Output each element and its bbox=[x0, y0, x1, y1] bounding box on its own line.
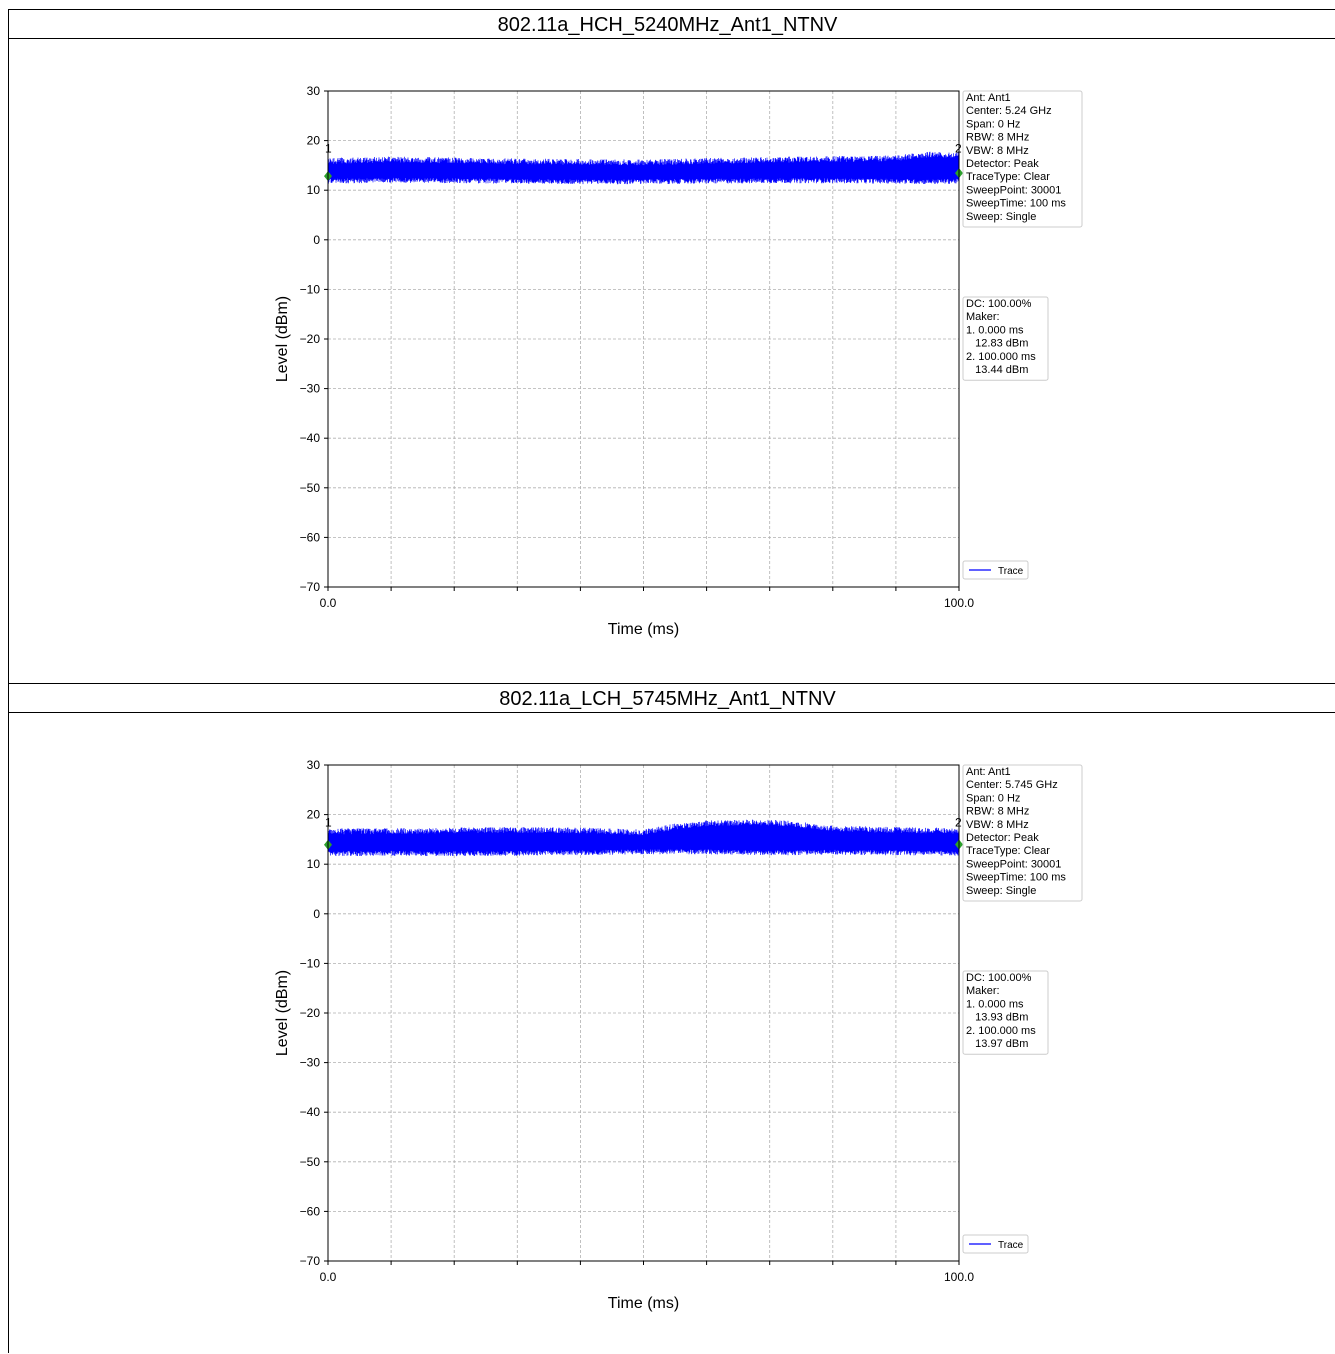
y-tick-label: −20 bbox=[300, 1006, 321, 1020]
y-tick-label: −70 bbox=[300, 1254, 321, 1268]
x-tick-label: 100.0 bbox=[944, 1270, 974, 1284]
marker-info-line: 1. 0.000 ms bbox=[966, 324, 1024, 336]
legend: Trace bbox=[962, 560, 1029, 580]
legend-frame bbox=[962, 1234, 1029, 1254]
y-tick-label: −10 bbox=[300, 282, 321, 296]
y-tick-label: −20 bbox=[300, 332, 321, 346]
marker-info-line: 2. 100.000 ms bbox=[966, 351, 1036, 363]
y-tick-label: −40 bbox=[300, 1105, 321, 1119]
settings-line: SweepTime: 100 ms bbox=[966, 198, 1066, 210]
settings-line: VBW: 8 MHz bbox=[966, 145, 1029, 157]
y-tick-label: −30 bbox=[300, 1056, 321, 1070]
legend-label: Trace bbox=[998, 1240, 1024, 1251]
title-divider-2 bbox=[8, 712, 1335, 713]
settings-line: RBW: 8 MHz bbox=[966, 132, 1029, 144]
marker-info-line: 13.93 dBm bbox=[966, 1012, 1028, 1024]
settings-line: Ant: Ant1 bbox=[966, 92, 1011, 104]
y-tick-label: −30 bbox=[300, 382, 321, 396]
section-title-2: 802.11a_LCH_5745MHz_Ant1_NTNV bbox=[499, 688, 836, 710]
settings-box-frame bbox=[962, 764, 1083, 902]
settings-line: Center: 5.24 GHz bbox=[966, 105, 1052, 117]
title-divider-1 bbox=[8, 38, 1335, 39]
marker-info-line: 13.97 dBm bbox=[966, 1038, 1028, 1050]
settings-line: TraceType: Clear bbox=[966, 171, 1050, 183]
settings-line: RBW: 8 MHz bbox=[966, 806, 1029, 818]
settings-line: Sweep: Single bbox=[966, 885, 1036, 897]
settings-box-frame bbox=[962, 90, 1083, 228]
settings-line: SweepPoint: 30001 bbox=[966, 184, 1061, 196]
marker-info-box: DC: 100.00%Maker:1. 0.000 ms 12.83 dBm2.… bbox=[962, 296, 1049, 381]
x-tick-label: 0.0 bbox=[320, 1270, 337, 1284]
y-tick-label: −60 bbox=[300, 530, 321, 544]
marker-info-line: 1. 0.000 ms bbox=[966, 998, 1024, 1010]
y-tick-label: −60 bbox=[300, 1204, 321, 1218]
settings-line: Detector: Peak bbox=[966, 158, 1039, 170]
settings-line: Span: 0 Hz bbox=[966, 118, 1020, 130]
y-tick-label: 20 bbox=[307, 134, 321, 148]
marker-info-line: Maker: bbox=[966, 311, 1000, 323]
marker-info-line: DC: 100.00% bbox=[966, 298, 1032, 310]
y-tick-label: 30 bbox=[307, 84, 321, 98]
marker-info-frame bbox=[962, 296, 1049, 381]
marker-info-line: 12.83 dBm bbox=[966, 338, 1028, 350]
y-tick-label: 0 bbox=[313, 233, 320, 247]
legend: Trace bbox=[962, 1234, 1029, 1254]
settings-line: Span: 0 Hz bbox=[966, 792, 1020, 804]
marker-info-frame bbox=[962, 970, 1049, 1055]
settings-line: Detector: Peak bbox=[966, 832, 1039, 844]
y-tick-label: −70 bbox=[300, 580, 321, 594]
x-axis-label: Time (ms) bbox=[608, 1295, 679, 1312]
marker-info-box: DC: 100.00%Maker:1. 0.000 ms 13.93 dBm2.… bbox=[962, 970, 1049, 1055]
settings-line: Center: 5.745 GHz bbox=[966, 779, 1058, 791]
settings-line: TraceType: Clear bbox=[966, 845, 1050, 857]
frame-border-left bbox=[8, 9, 9, 1353]
x-tick-label: 0.0 bbox=[320, 596, 337, 610]
settings-line: Sweep: Single bbox=[966, 211, 1036, 223]
section-divider bbox=[8, 683, 1335, 684]
y-tick-label: −40 bbox=[300, 431, 321, 445]
y-tick-label: 30 bbox=[307, 758, 321, 772]
marker-info-line: 2. 100.000 ms bbox=[966, 1025, 1036, 1037]
y-axis-label: Level (dBm) bbox=[274, 970, 291, 1056]
settings-line: VBW: 8 MHz bbox=[966, 819, 1029, 831]
legend-label: Trace bbox=[998, 566, 1024, 577]
legend-frame bbox=[962, 560, 1029, 580]
settings-line: SweepPoint: 30001 bbox=[966, 858, 1061, 870]
y-tick-label: −50 bbox=[300, 481, 321, 495]
x-axis-label: Time (ms) bbox=[608, 621, 679, 638]
y-tick-label: 10 bbox=[307, 183, 321, 197]
settings-line: Ant: Ant1 bbox=[966, 766, 1011, 778]
settings-line: SweepTime: 100 ms bbox=[966, 872, 1066, 884]
y-tick-label: −10 bbox=[300, 956, 321, 970]
y-tick-label: 20 bbox=[307, 808, 321, 822]
marker-info-line: DC: 100.00% bbox=[966, 972, 1032, 984]
frame-border-top bbox=[8, 9, 1335, 10]
marker-info-line: 13.44 dBm bbox=[966, 364, 1028, 376]
marker-info-line: Maker: bbox=[966, 985, 1000, 997]
y-axis-label: Level (dBm) bbox=[274, 296, 291, 382]
y-tick-label: −50 bbox=[300, 1155, 321, 1169]
x-tick-label: 100.0 bbox=[944, 596, 974, 610]
y-tick-label: 10 bbox=[307, 857, 321, 871]
y-tick-label: 0 bbox=[313, 907, 320, 921]
section-title-1: 802.11a_HCH_5240MHz_Ant1_NTNV bbox=[497, 14, 838, 36]
